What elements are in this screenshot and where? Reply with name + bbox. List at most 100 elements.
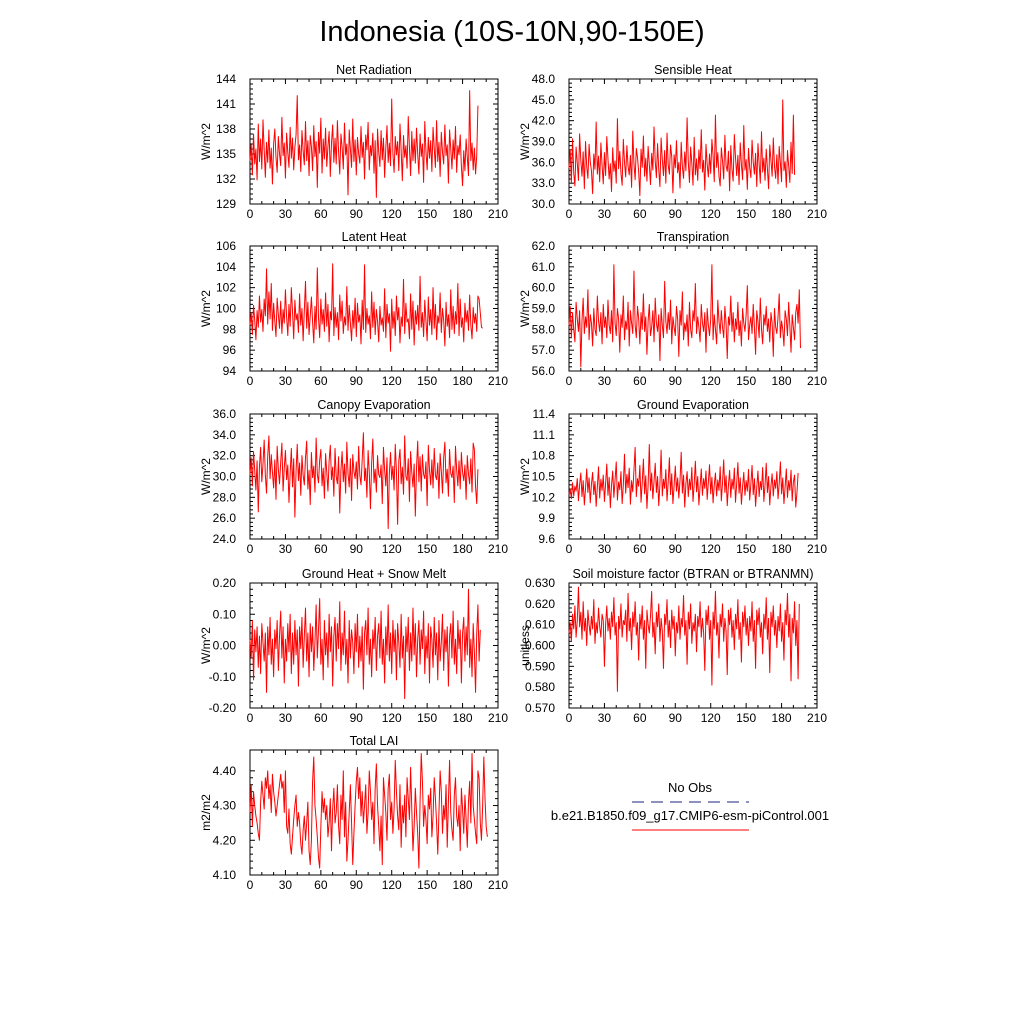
panel-9: Total LAI m2/m2 0 30 60 90 120 150 180 210 4.10 4.2… [199,734,508,892]
x-tick-label: 150 [736,207,756,221]
panel-3: Latent Heat W/m^2 0 30 60 90 120 150 180 210 94 96 9… [199,230,508,388]
x-tick-label: 150 [417,374,437,388]
y-tick-label: 24.0 [213,532,237,546]
panel-title: Ground Heat + Snow Melt [302,567,447,581]
x-tick-label: 180 [772,207,792,221]
y-tick-label: 39.0 [532,135,556,149]
y-axis-label: W/m^2 [199,123,213,160]
y-axis-label: W/m^2 [518,123,532,160]
x-tick-label: 180 [772,711,792,725]
y-tick-label: 61.0 [532,260,556,274]
x-tick-label: 210 [807,374,827,388]
x-tick-label: 120 [701,374,721,388]
x-tick-label: 60 [314,207,328,221]
x-tick-label: 0 [566,542,573,556]
figure-title: Indonesia (10S-10N,90-150E) [319,16,704,48]
x-tick-label: 210 [807,207,827,221]
x-tick-label: 0 [247,542,254,556]
x-tick-label: 30 [279,207,293,221]
x-tick-label: 60 [314,374,328,388]
x-tick-label: 120 [382,878,402,892]
x-tick-label: 210 [488,207,508,221]
y-tick-label: 30.0 [213,470,237,484]
x-tick-label: 30 [279,878,293,892]
x-tick-label: 60 [633,374,647,388]
x-tick-label: 180 [772,374,792,388]
y-tick-label: 129 [216,197,236,211]
y-tick-label: 106 [216,239,236,253]
y-tick-label: -0.10 [209,670,237,684]
y-axis-label: W/m^2 [199,290,213,327]
series-line [568,99,796,197]
x-tick-label: 150 [417,878,437,892]
panel-title: Sensible Heat [654,63,732,77]
x-tick-label: 60 [633,207,647,221]
series-line [249,90,479,198]
y-tick-label: 0.20 [213,576,237,590]
series-line [249,432,479,530]
y-tick-label: 10.8 [532,449,556,463]
x-tick-label: 120 [382,207,402,221]
series-line [568,586,800,692]
y-tick-label: 58.0 [532,322,556,336]
x-tick-label: 0 [247,207,254,221]
y-tick-label: 33.0 [532,176,556,190]
y-tick-label: 10.2 [532,490,556,504]
y-tick-label: 36.0 [213,407,237,421]
y-tick-label: 11.1 [533,428,556,442]
legend-label-model: b.e21.B1850.f09_g17.CMIP6-esm-piControl.… [551,808,829,823]
x-tick-label: 150 [417,207,437,221]
panel-6: Ground Evaporation W/m^2 0 30 60 90 120 150 180 2… [518,398,827,556]
y-tick-label: 0.00 [213,639,237,653]
panel-title: Ground Evaporation [637,398,749,412]
series-line [568,444,799,509]
panel-grid: Net Radiation W/m^2 0 30 60 90 120 150 180 210 129… [199,63,827,892]
panel-title: Latent Heat [342,230,407,244]
y-tick-label: 4.30 [213,799,237,813]
panel-5: Canopy Evaporation W/m^2 0 30 60 90 120 150 180 2… [199,398,508,556]
x-tick-label: 150 [417,711,437,725]
y-tick-label: 0.570 [525,701,555,715]
x-tick-label: 180 [772,542,792,556]
x-tick-label: 30 [279,542,293,556]
y-tick-label: 26.0 [213,511,237,525]
y-tick-label: 9.6 [538,532,555,546]
x-tick-label: 30 [598,542,612,556]
x-tick-label: 90 [669,542,683,556]
x-tick-label: 210 [488,878,508,892]
y-tick-label: 138 [216,122,236,136]
y-tick-label: 0.10 [213,607,237,621]
y-tick-label: 0.580 [525,680,555,694]
y-tick-label: 4.20 [213,833,237,847]
series-line [249,263,483,352]
x-tick-label: 0 [566,711,573,725]
series-line [249,752,488,869]
y-tick-label: 4.40 [213,764,237,778]
x-tick-label: 120 [382,711,402,725]
x-tick-label: 210 [488,374,508,388]
y-tick-label: 132 [216,172,236,186]
x-tick-label: 30 [279,374,293,388]
x-tick-label: 30 [279,711,293,725]
y-tick-label: 32.0 [213,449,237,463]
y-tick-label: 0.600 [525,639,555,653]
x-tick-label: 180 [453,711,473,725]
x-tick-label: 210 [488,711,508,725]
panel-4: Transpiration W/m^2 0 30 60 90 120 150 180 210 56.… [518,230,827,388]
x-tick-label: 90 [350,711,364,725]
x-tick-label: 30 [598,207,612,221]
panel-title: Canopy Evaporation [317,398,430,412]
y-tick-label: 30.0 [532,197,556,211]
y-tick-label: 28.0 [213,490,237,504]
x-tick-label: 210 [807,542,827,556]
x-tick-label: 120 [701,711,721,725]
y-tick-label: 45.0 [532,93,556,107]
x-tick-label: 0 [247,374,254,388]
x-tick-label: 180 [453,878,473,892]
y-tick-label: 0.590 [525,659,555,673]
x-tick-label: 90 [669,711,683,725]
y-tick-label: 0.620 [525,597,555,611]
y-axis-label: W/m^2 [518,458,532,495]
x-tick-label: 150 [736,374,756,388]
